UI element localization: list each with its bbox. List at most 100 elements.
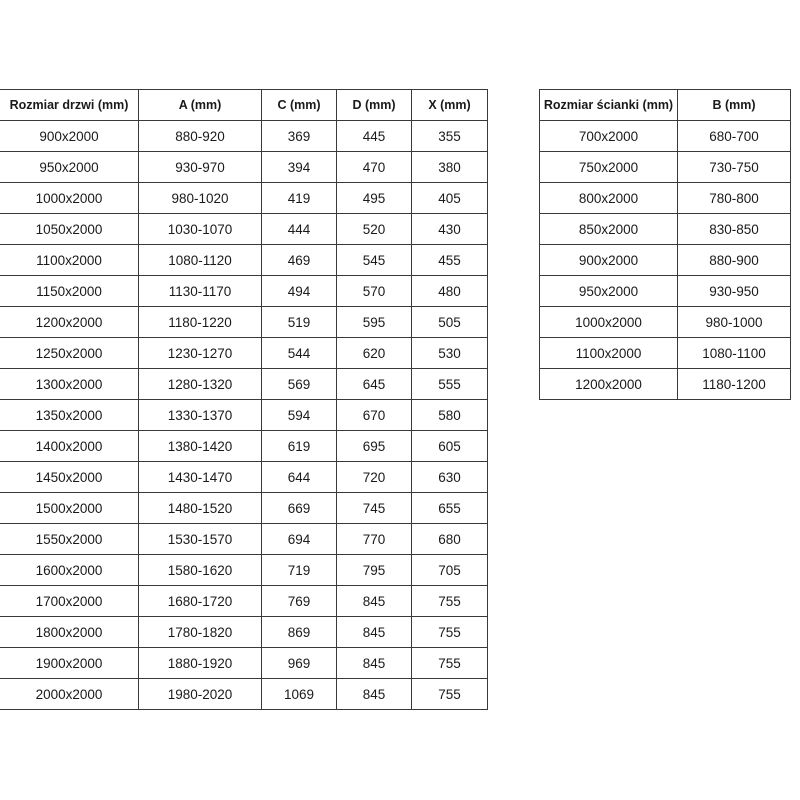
table-cell: 1800x2000: [0, 616, 139, 648]
table-cell: 755: [411, 585, 488, 617]
table-cell: 545: [336, 244, 412, 276]
table-cell: 1000x2000: [0, 182, 139, 214]
table-row: 1300x2000 1280-1320 569 645 555: [0, 368, 488, 400]
table-cell: 719: [261, 554, 337, 586]
table-cell: 620: [336, 337, 412, 369]
table-cell: 950x2000: [539, 275, 678, 307]
table-cell: 1400x2000: [0, 430, 139, 462]
table-row: 1700x2000 1680-1720 769 845 755: [0, 585, 488, 617]
table-cell: 1200x2000: [539, 368, 678, 400]
table-row: 1050x2000 1030-1070 444 520 430: [0, 213, 488, 245]
table-cell: 495: [336, 182, 412, 214]
table-row: 700x2000 680-700: [539, 120, 791, 152]
table-cell: 1080-1120: [138, 244, 262, 276]
table-cell: 1450x2000: [0, 461, 139, 493]
table-cell: 1700x2000: [0, 585, 139, 617]
table-cell: 480: [411, 275, 488, 307]
table-cell: 900x2000: [0, 120, 139, 152]
table-cell: 1880-1920: [138, 647, 262, 679]
table-cell: 950x2000: [0, 151, 139, 183]
table-cell: 850x2000: [539, 213, 678, 245]
table-cell: 669: [261, 492, 337, 524]
table-cell: 845: [336, 616, 412, 648]
table-cell: 1250x2000: [0, 337, 139, 369]
table-cell: 969: [261, 647, 337, 679]
table-cell: 680-700: [677, 120, 791, 152]
table-cell: 505: [411, 306, 488, 338]
table-cell: 494: [261, 275, 337, 307]
table-cell: 1069: [261, 678, 337, 710]
table-cell: 645: [336, 368, 412, 400]
table-cell: 594: [261, 399, 337, 431]
table-cell: 830-850: [677, 213, 791, 245]
table-cell: 530: [411, 337, 488, 369]
table-cell: 880-920: [138, 120, 262, 152]
table-cell: 455: [411, 244, 488, 276]
table-row: 900x2000 880-900: [539, 244, 791, 276]
table-row: 1100x2000 1080-1100: [539, 337, 791, 369]
table-cell: 1180-1200: [677, 368, 791, 400]
table-cell: 380: [411, 151, 488, 183]
table-cell: 630: [411, 461, 488, 493]
table-cell: 1080-1100: [677, 337, 791, 369]
table-cell: 755: [411, 616, 488, 648]
column-header: D (mm): [336, 89, 412, 121]
table-cell: 930-970: [138, 151, 262, 183]
table-cell: 605: [411, 430, 488, 462]
table-cell: 705: [411, 554, 488, 586]
table-cell: 1180-1220: [138, 306, 262, 338]
header-row: Rozmiar drzwi (mm) A (mm) C (mm) D (mm) X (m…: [0, 89, 488, 121]
table-cell: 880-900: [677, 244, 791, 276]
table-cell: 355: [411, 120, 488, 152]
table-cell: 1330-1370: [138, 399, 262, 431]
table-cell: 1480-1520: [138, 492, 262, 524]
table-cell: 644: [261, 461, 337, 493]
table-cell: 1530-1570: [138, 523, 262, 555]
column-header: A (mm): [138, 89, 262, 121]
table-row: 1550x2000 1530-1570 694 770 680: [0, 523, 488, 555]
table-cell: 670: [336, 399, 412, 431]
table-row: 1100x2000 1080-1120 469 545 455: [0, 244, 488, 276]
table-row: 2000x2000 1980-2020 1069 845 755: [0, 678, 488, 710]
door-size-table: Rozmiar drzwi (mm) A (mm) C (mm) D (mm) X (m…: [0, 89, 488, 710]
table-cell: 470: [336, 151, 412, 183]
table-cell: 845: [336, 647, 412, 679]
table-row: 950x2000 930-970 394 470 380: [0, 151, 488, 183]
header-row: Rozmiar ścianki (mm) B (mm): [539, 89, 791, 121]
table-cell: 845: [336, 585, 412, 617]
table-cell: 544: [261, 337, 337, 369]
table-cell: 419: [261, 182, 337, 214]
table-cell: 394: [261, 151, 337, 183]
table-cell: 1050x2000: [0, 213, 139, 245]
table-cell: 1580-1620: [138, 554, 262, 586]
table-cell: 1680-1720: [138, 585, 262, 617]
table-row: 1800x2000 1780-1820 869 845 755: [0, 616, 488, 648]
table-cell: 1780-1820: [138, 616, 262, 648]
table-row: 1600x2000 1580-1620 719 795 705: [0, 554, 488, 586]
table-row: 1350x2000 1330-1370 594 670 580: [0, 399, 488, 431]
table-cell: 595: [336, 306, 412, 338]
table-row: 1150x2000 1130-1170 494 570 480: [0, 275, 488, 307]
table-cell: 755: [411, 678, 488, 710]
table-cell: 680: [411, 523, 488, 555]
table-cell: 430: [411, 213, 488, 245]
table-cell: 569: [261, 368, 337, 400]
table-cell: 1100x2000: [0, 244, 139, 276]
column-header: X (mm): [411, 89, 488, 121]
table-cell: 2000x2000: [0, 678, 139, 710]
table-cell: 1550x2000: [0, 523, 139, 555]
table-cell: 869: [261, 616, 337, 648]
table-cell: 405: [411, 182, 488, 214]
table-cell: 445: [336, 120, 412, 152]
table-row: 950x2000 930-950: [539, 275, 791, 307]
table-cell: 1430-1470: [138, 461, 262, 493]
table-row: 850x2000 830-850: [539, 213, 791, 245]
table-row: 1200x2000 1180-1220 519 595 505: [0, 306, 488, 338]
table-cell: 700x2000: [539, 120, 678, 152]
column-header: Rozmiar drzwi (mm): [0, 89, 139, 121]
table-cell: 1000x2000: [539, 306, 678, 338]
table-cell: 695: [336, 430, 412, 462]
column-header: Rozmiar ścianki (mm): [539, 89, 678, 121]
table-cell: 795: [336, 554, 412, 586]
table-cell: 745: [336, 492, 412, 524]
